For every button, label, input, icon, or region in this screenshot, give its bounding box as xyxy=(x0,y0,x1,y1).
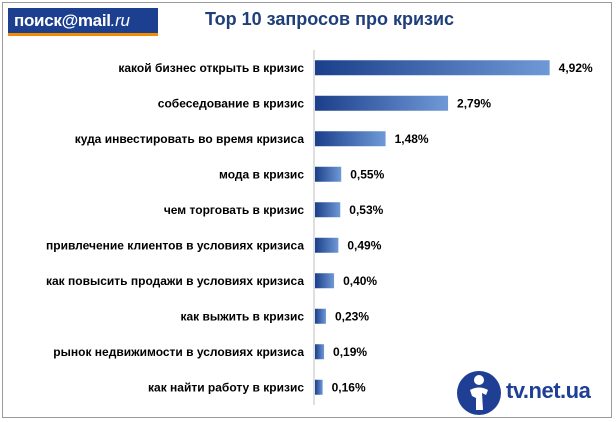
value-label: 0,49% xyxy=(347,238,381,252)
tv-net-ua-watermark: tv.net.ua xyxy=(455,368,611,418)
category-label: собеседование в кризис xyxy=(158,96,305,110)
value-label: 0,55% xyxy=(350,167,384,181)
logo-part-search: поиск xyxy=(14,10,62,30)
category-label: как найти работу в кризис xyxy=(148,380,304,394)
poisk-mail-logo: поиск @mail .ru xyxy=(8,8,158,36)
value-label: 1,48% xyxy=(395,132,429,146)
logo-part-domain: .ru xyxy=(110,10,130,30)
person-circle-icon xyxy=(457,371,501,415)
value-label: 4,92% xyxy=(559,61,593,75)
bar xyxy=(315,379,323,395)
bar xyxy=(315,60,550,76)
value-label: 0,16% xyxy=(332,380,366,394)
value-label: 0,40% xyxy=(343,274,377,288)
bar xyxy=(315,237,339,253)
bar xyxy=(315,166,342,182)
value-label: 0,19% xyxy=(333,345,367,359)
bar xyxy=(315,131,386,147)
category-label: какой бизнес открыть в кризис xyxy=(118,61,304,75)
bar xyxy=(315,95,449,111)
bar xyxy=(315,344,325,360)
category-label: как выжить в кризис xyxy=(180,309,304,323)
bars-group: какой бизнес открыть в кризис 4,92% собесе… xyxy=(46,60,593,395)
value-label: 2,79% xyxy=(457,96,491,110)
category-label: рынок недвижимости в условиях кризиса xyxy=(53,345,304,359)
bar xyxy=(315,308,326,324)
category-label: мода в кризис xyxy=(219,167,304,181)
logo-part-mail: @mail xyxy=(61,10,111,30)
value-label: 0,23% xyxy=(335,309,369,323)
bar xyxy=(315,273,335,289)
bar xyxy=(315,202,341,218)
watermark-text: tv.net.ua xyxy=(506,378,591,403)
category-label: привлечение клиентов в условиях кризиса xyxy=(46,238,304,252)
category-label: как повысить продажи в условиях кризиса xyxy=(46,274,304,288)
value-label: 0,53% xyxy=(349,203,383,217)
category-label: куда инвестировать во время кризиса xyxy=(75,132,305,146)
chart-title: Top 10 запросов про кризис xyxy=(205,9,455,29)
category-label: чем торговать в кризис xyxy=(164,203,304,217)
